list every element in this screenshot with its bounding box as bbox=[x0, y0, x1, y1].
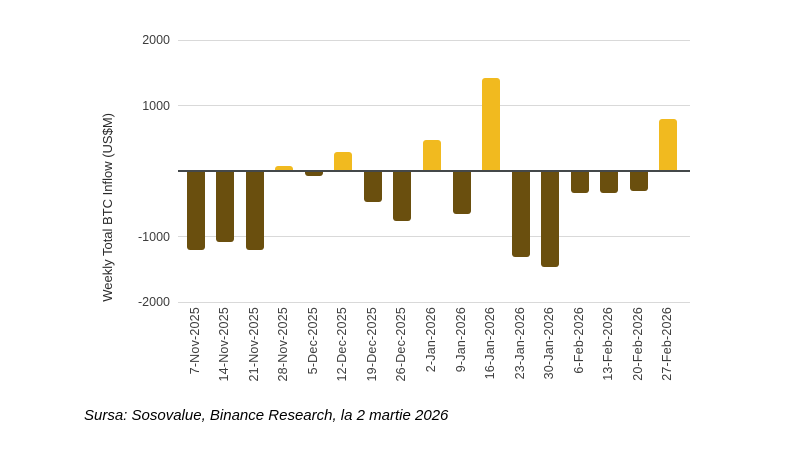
bar-12-Dec-2025 bbox=[334, 152, 353, 171]
y-tick-label: -2000 bbox=[138, 295, 170, 309]
bar-7-Nov-2025 bbox=[186, 171, 205, 250]
x-axis-label-23-Jan-2026: 23-Jan-2026 bbox=[512, 307, 527, 380]
bar-26-Dec-2025 bbox=[393, 171, 412, 221]
x-axis-label-28-Nov-2025: 28-Nov-2025 bbox=[276, 307, 291, 382]
x-axis-label-6-Feb-2026: 6-Feb-2026 bbox=[571, 307, 586, 374]
bars-container bbox=[181, 40, 683, 302]
bar-9-Jan-2026 bbox=[452, 171, 471, 215]
bar-21-Nov-2025 bbox=[245, 171, 264, 251]
bar-27-Feb-2026 bbox=[659, 119, 678, 171]
y-tick-label: 2000 bbox=[142, 33, 170, 47]
x-axis-label-13-Feb-2026: 13-Feb-2026 bbox=[601, 307, 616, 381]
y-tick-label: 1000 bbox=[142, 98, 170, 113]
gridline--2000 bbox=[178, 301, 690, 303]
x-axis-label-14-Nov-2025: 14-Nov-2025 bbox=[217, 307, 232, 382]
x-axis-label-7-Nov-2025: 7-Nov-2025 bbox=[187, 307, 202, 375]
x-axis-label-26-Dec-2025: 26-Dec-2025 bbox=[394, 307, 409, 382]
gridline-2000 bbox=[178, 39, 690, 41]
gridline-1000 bbox=[178, 105, 690, 106]
x-axis-label-12-Dec-2025: 12-Dec-2025 bbox=[335, 307, 350, 382]
x-axis-label-9-Jan-2026: 9-Jan-2026 bbox=[453, 307, 468, 373]
x-axis-zero-line bbox=[178, 170, 690, 172]
bar-28-Nov-2025 bbox=[275, 166, 294, 171]
y-axis-title: Weekly Total BTC Inflow (US$M) bbox=[100, 113, 115, 302]
gridline--1000 bbox=[178, 236, 690, 237]
x-axis-label-16-Jan-2026: 16-Jan-2026 bbox=[483, 307, 498, 380]
bar-23-Jan-2026 bbox=[511, 171, 530, 258]
x-axis-label-20-Feb-2026: 20-Feb-2026 bbox=[630, 307, 645, 381]
bar-16-Jan-2026 bbox=[482, 77, 501, 171]
plot-area bbox=[178, 39, 690, 303]
bar-5-Dec-2025 bbox=[304, 171, 323, 177]
bar-2-Jan-2026 bbox=[423, 140, 441, 171]
source-note: Sursa: Sosovalue, Binance Research, la 2… bbox=[84, 407, 449, 424]
bar-20-Feb-2026 bbox=[629, 171, 648, 192]
bar-30-Jan-2026 bbox=[541, 171, 560, 267]
x-axis-label-2-Jan-2026: 2-Jan-2026 bbox=[424, 307, 438, 373]
bar-13-Feb-2026 bbox=[600, 171, 619, 194]
x-axis-label-21-Nov-2025: 21-Nov-2025 bbox=[246, 307, 261, 382]
bar-19-Dec-2025 bbox=[363, 171, 382, 202]
x-axis-label-30-Jan-2026: 30-Jan-2026 bbox=[542, 307, 557, 380]
x-axis-label-27-Feb-2026: 27-Feb-2026 bbox=[660, 307, 675, 381]
bar-14-Nov-2025 bbox=[216, 171, 235, 243]
y-tick-label: -1000 bbox=[138, 229, 170, 244]
x-axis-label-5-Dec-2025: 5-Dec-2025 bbox=[305, 307, 320, 375]
bar-6-Feb-2026 bbox=[570, 171, 589, 193]
x-axis-label-19-Dec-2025: 19-Dec-2025 bbox=[364, 307, 379, 382]
